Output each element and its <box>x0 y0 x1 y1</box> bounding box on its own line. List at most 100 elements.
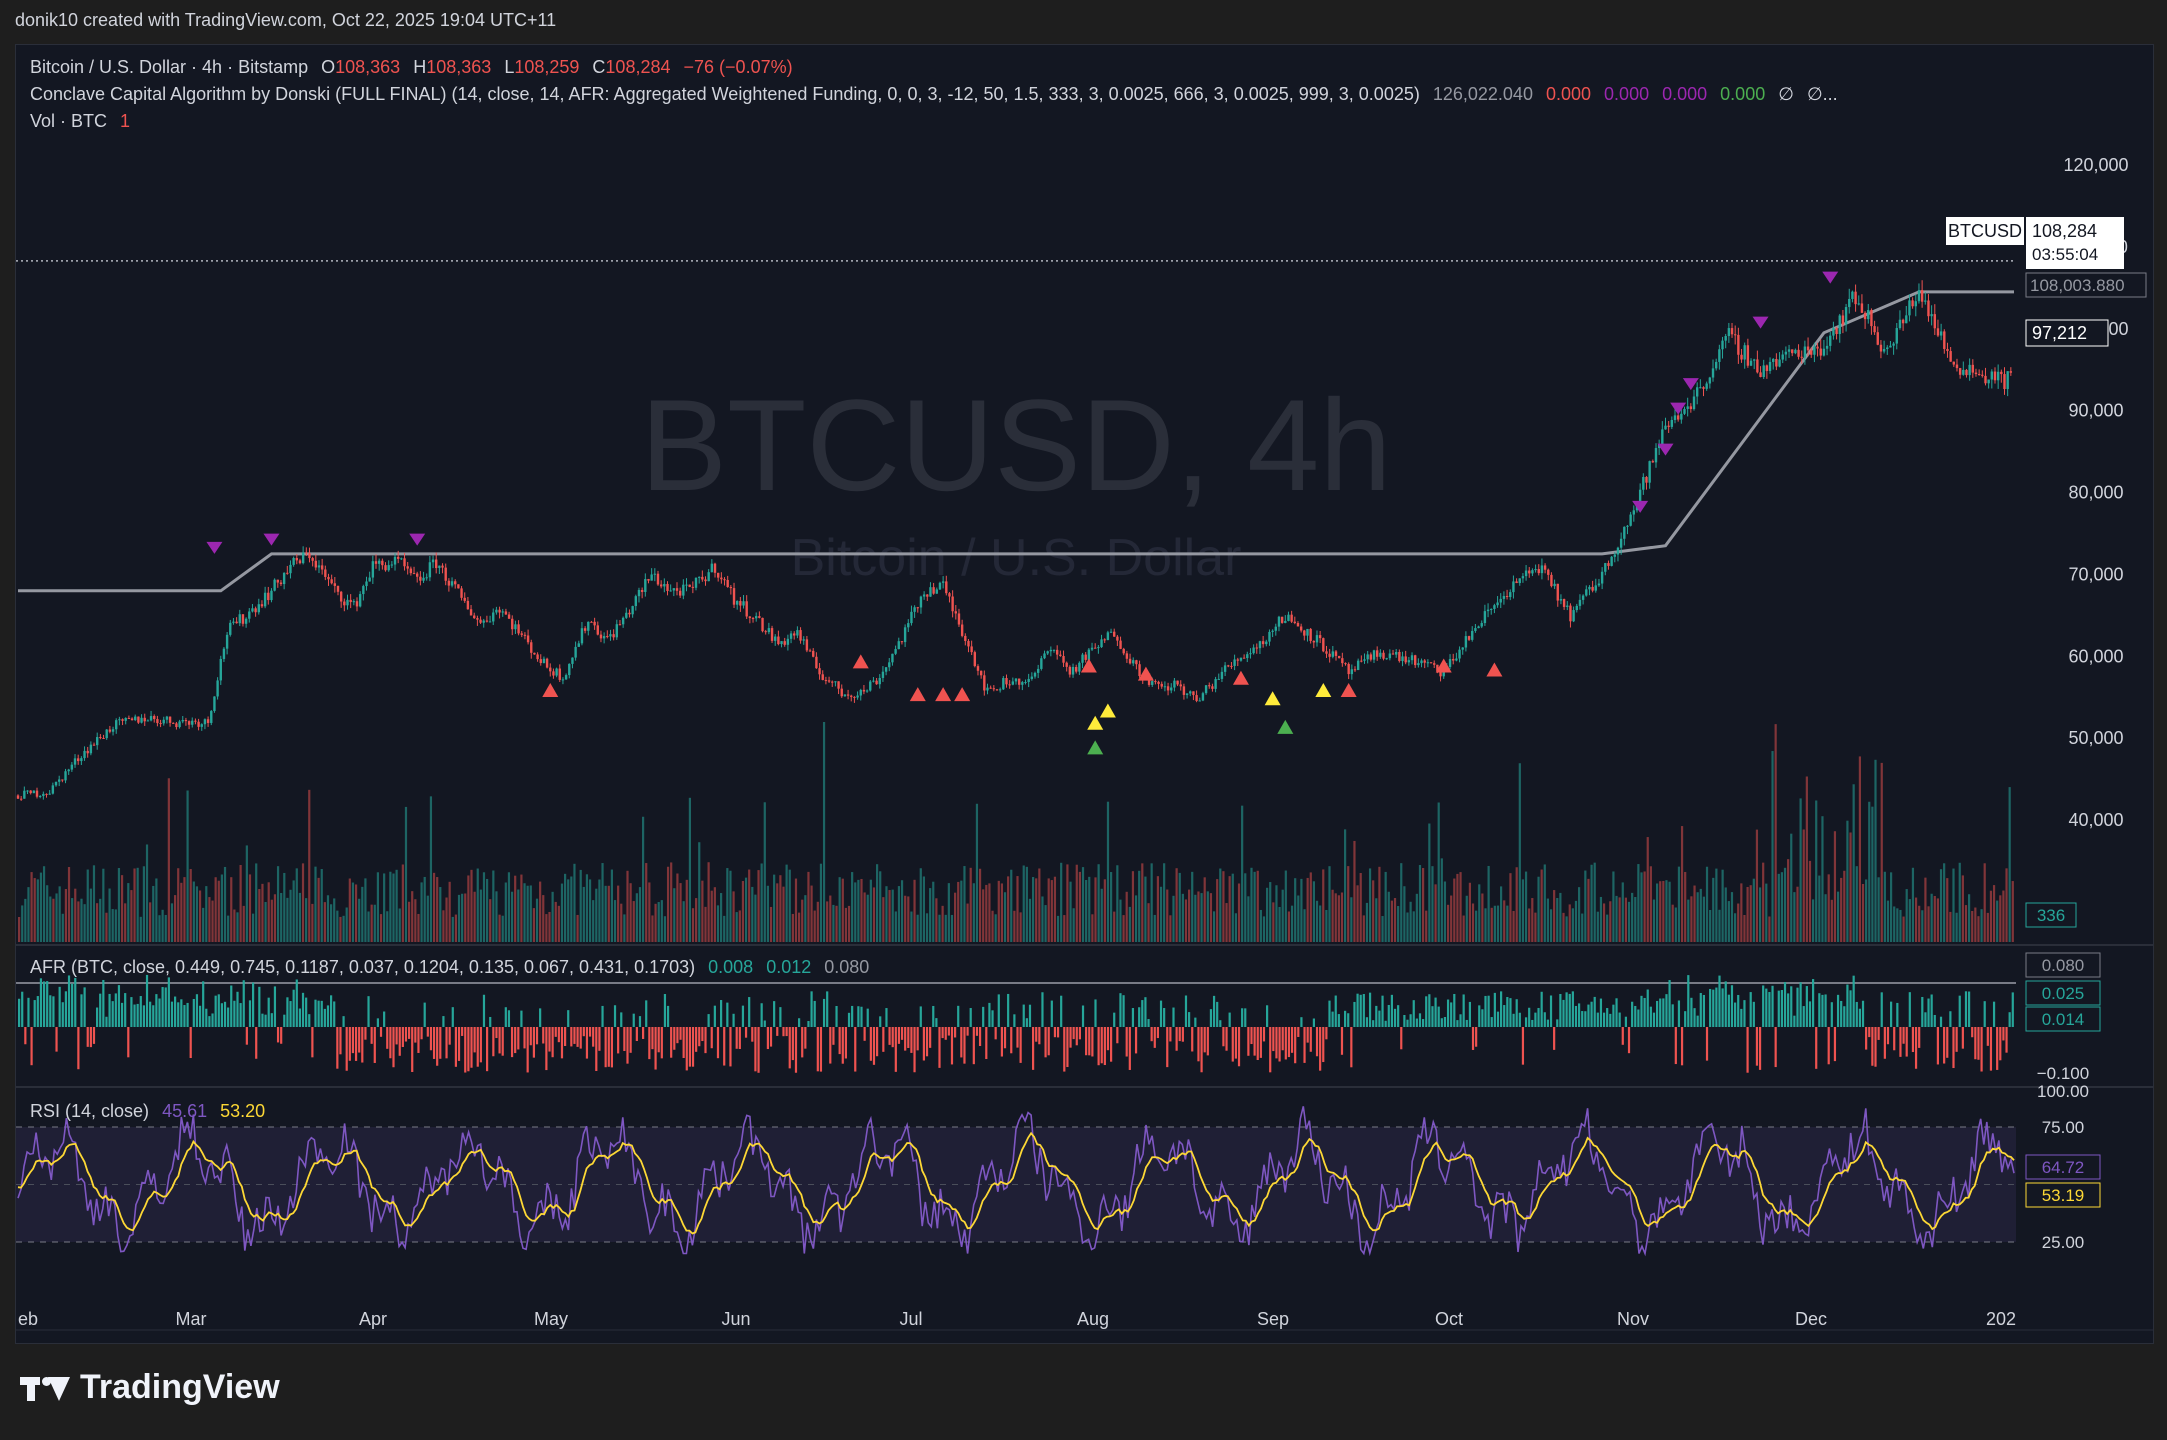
afr-bar-positive <box>860 1006 863 1027</box>
volume-bar <box>1144 876 1147 942</box>
candle-body <box>1192 691 1195 696</box>
afr-bar-positive <box>180 999 183 1027</box>
volume-bar <box>560 883 564 942</box>
afr-bar-positive <box>1344 1010 1347 1027</box>
volume-bar <box>1175 868 1178 942</box>
indicator-header[interactable]: Conclave Capital Algorithm by Donski (FU… <box>30 84 1838 105</box>
candle-body <box>1857 303 1860 305</box>
afr-bar-negative <box>532 1027 535 1058</box>
candle-body <box>625 612 628 618</box>
afr-bar-positive <box>1921 996 1924 1027</box>
candle-body <box>492 612 495 622</box>
afr-bar-negative <box>691 1027 695 1067</box>
candle-body <box>460 588 463 598</box>
volume-bar <box>1783 867 1787 942</box>
volume-bar <box>370 904 373 942</box>
volume-bar <box>588 879 592 942</box>
candle-body <box>618 624 622 626</box>
volume-bar <box>1322 869 1325 942</box>
volume-bar <box>1587 878 1590 942</box>
candle-body <box>1613 554 1616 557</box>
afr-bar-negative <box>838 1027 841 1055</box>
afr-bar-positive <box>1933 1014 1936 1027</box>
volume-bar <box>317 877 320 942</box>
rsi-header[interactable]: RSI (14, close) 45.61 53.20 <box>30 1101 265 1122</box>
volume-bar <box>1740 883 1743 942</box>
candle-body <box>1987 379 1990 384</box>
candle-body <box>1721 340 1724 350</box>
candle-body <box>441 565 444 568</box>
volume-header[interactable]: Vol · BTC 1 <box>30 111 130 132</box>
volume-bar <box>239 864 242 942</box>
candle-body <box>1965 369 1968 376</box>
candle-body <box>1369 654 1373 660</box>
afr-bar-positive <box>1824 994 1827 1027</box>
candle-body <box>1841 315 1845 325</box>
afr-bar-positive <box>42 981 46 1027</box>
last-price-tag-bg <box>2026 217 2124 269</box>
afr-bar-negative <box>704 1027 707 1054</box>
candle-body <box>1318 635 1322 639</box>
afr-bar-positive <box>223 1001 227 1027</box>
candle-body <box>821 674 824 680</box>
volume-bar <box>1662 880 1665 942</box>
volume-bar <box>1106 801 1110 942</box>
afr-bar-negative <box>816 1027 819 1072</box>
afr-bar-negative <box>1088 1027 1091 1056</box>
afr-bar-positive <box>982 1006 985 1027</box>
volume-bar <box>1272 902 1275 942</box>
afr-bar-positive <box>102 979 105 1027</box>
afr-bar-positive <box>997 994 1000 1027</box>
volume-bar <box>1303 909 1306 942</box>
candle-body <box>1176 680 1179 685</box>
candle-body <box>1116 636 1119 641</box>
volume-bar <box>932 881 935 942</box>
volume-bar <box>492 870 495 942</box>
candle-body <box>1870 309 1873 327</box>
indicator-value-1: 126,022.040 <box>1432 84 1533 104</box>
afr-bar-negative <box>1237 1027 1241 1067</box>
afr-header[interactable]: AFR (BTC, close, 0.449, 0.745, 0.1187, 0… <box>30 957 869 978</box>
afr-bar-negative <box>339 1027 342 1055</box>
volume-bar <box>654 903 657 942</box>
afr-bar-negative <box>882 1027 885 1052</box>
volume-bar <box>557 905 560 942</box>
afr-bar-negative <box>1899 1027 1902 1057</box>
volume-bar <box>1500 886 1503 942</box>
time-tick-label: Oct <box>1435 1309 1463 1329</box>
candle-body <box>910 611 913 624</box>
afr-bar-positive <box>1138 1007 1141 1027</box>
candle-body <box>1759 372 1762 378</box>
volume-bar <box>1275 885 1278 942</box>
tradingview-logo[interactable]: TradingView <box>20 1368 280 1407</box>
candle-body <box>539 659 542 664</box>
volume-bar <box>1188 889 1191 942</box>
candle-body <box>1166 686 1170 691</box>
candle-body <box>222 648 226 659</box>
candle-body <box>568 663 571 676</box>
candle-body <box>38 795 42 797</box>
afr-bar-positive <box>1787 993 1790 1027</box>
afr-bar-negative <box>1231 1027 1234 1062</box>
afr-bar-negative <box>785 1027 788 1037</box>
volume-bar <box>1627 901 1631 942</box>
candle-body <box>1962 369 1965 375</box>
candle-body <box>1645 476 1648 483</box>
volume-bar <box>448 881 451 942</box>
signal-marker-down-purple <box>1657 443 1674 456</box>
candle-body <box>1797 349 1800 357</box>
afr-bar-negative <box>1874 1027 1877 1067</box>
volume-bar <box>514 875 517 942</box>
volume-bar <box>111 909 114 942</box>
candle-body <box>1714 361 1718 369</box>
afr-bar-positive <box>1752 1001 1755 1027</box>
candle-body <box>672 588 676 591</box>
afr-bar-positive <box>1671 1004 1674 1027</box>
volume-bar <box>1390 900 1393 942</box>
price-header[interactable]: Bitcoin / U.S. Dollar · 4h · Bitstamp O1… <box>30 57 793 78</box>
afr-bar-negative <box>801 1027 804 1058</box>
afr-bar-positive <box>314 999 317 1027</box>
candle-body <box>758 616 761 618</box>
